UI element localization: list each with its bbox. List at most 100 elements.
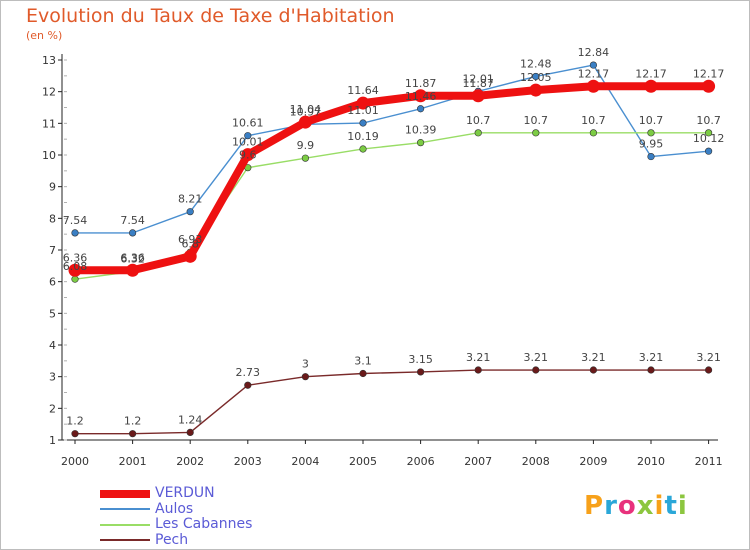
data-label-les-cabannes: 10.7 bbox=[696, 114, 721, 127]
y-tick-label: 8 bbox=[49, 212, 56, 225]
logo-letter: i bbox=[654, 491, 665, 521]
data-label-pech: 3.21 bbox=[639, 351, 664, 364]
data-point-pech bbox=[359, 369, 367, 378]
data-point-verdun bbox=[644, 79, 658, 93]
legend-swatch bbox=[100, 508, 150, 511]
data-point-les-cabannes bbox=[474, 129, 482, 137]
y-tick-label: 12 bbox=[42, 86, 56, 99]
logo-letter: o bbox=[617, 491, 637, 521]
data-point-pech bbox=[244, 381, 252, 389]
data-point-les-cabannes bbox=[704, 129, 713, 137]
y-tick-label: 9 bbox=[49, 181, 56, 194]
data-point-aulos bbox=[359, 119, 367, 127]
data-point-verdun bbox=[241, 148, 255, 162]
data-point-pech bbox=[647, 366, 655, 374]
data-label-aulos: 12.84 bbox=[578, 46, 610, 59]
x-tick-label: 2005 bbox=[349, 455, 377, 468]
data-label-pech: 1.24 bbox=[178, 413, 203, 426]
legend-item-pech: Pech bbox=[100, 531, 252, 549]
logo-letter: t bbox=[664, 491, 678, 521]
y-tick-label: 13 bbox=[42, 54, 56, 67]
data-label-aulos: 10.97 bbox=[290, 105, 322, 118]
legend-label: VERDUN bbox=[155, 485, 215, 502]
y-tick-label: 7 bbox=[49, 244, 56, 257]
data-point-verdun bbox=[414, 89, 428, 103]
data-point-aulos bbox=[417, 105, 425, 113]
data-labels: 7.54 7.54 8.21 10.61 10.97 11.01 11.46 12.01 12.… bbox=[63, 46, 725, 428]
data-point-aulos bbox=[129, 229, 137, 237]
proxiti-logo: Proxiti bbox=[584, 491, 688, 521]
data-point-verdun bbox=[586, 79, 600, 93]
x-tick-label: 2008 bbox=[522, 455, 550, 468]
data-label-verdun: 12.05 bbox=[520, 71, 552, 84]
data-label-aulos: 12.48 bbox=[520, 57, 552, 70]
logo-letter: x bbox=[636, 491, 655, 521]
data-point-verdun bbox=[356, 96, 370, 110]
data-label-les-cabannes: 10.7 bbox=[524, 114, 549, 127]
data-label-verdun: 12.17 bbox=[578, 67, 610, 80]
data-point-les-cabannes bbox=[647, 129, 655, 137]
y-tick-label: 5 bbox=[49, 307, 56, 320]
data-point-pech bbox=[71, 430, 79, 438]
y-tick-label: 2 bbox=[49, 402, 56, 415]
x-tick-label: 2002 bbox=[176, 455, 204, 468]
data-label-aulos: 10.61 bbox=[232, 117, 264, 130]
series-lines bbox=[68, 61, 716, 438]
data-point-verdun bbox=[471, 89, 485, 103]
data-point-les-cabannes bbox=[589, 129, 598, 137]
data-point-verdun bbox=[529, 83, 543, 97]
data-label-les-cabannes: 10.7 bbox=[581, 114, 606, 127]
logo-letter: r bbox=[604, 491, 618, 521]
data-label-pech: 2.73 bbox=[236, 366, 261, 379]
data-label-aulos: 10.12 bbox=[693, 132, 725, 145]
legend-item-les-cabannes: Les Cabannes bbox=[100, 517, 252, 533]
data-point-aulos bbox=[71, 229, 79, 237]
data-label-pech: 3.1 bbox=[354, 355, 372, 368]
data-point-pech bbox=[474, 366, 482, 374]
data-label-pech: 3.21 bbox=[524, 351, 549, 364]
data-point-aulos bbox=[186, 208, 194, 216]
y-tick-label: 4 bbox=[49, 339, 56, 352]
legend-label: Pech bbox=[155, 531, 189, 548]
data-point-les-cabannes bbox=[359, 145, 367, 153]
data-point-verdun bbox=[68, 263, 82, 277]
data-label-pech: 3.21 bbox=[581, 351, 606, 364]
data-point-verdun bbox=[702, 79, 716, 93]
legend: VERDUN Aulos Les Cabannes Pech bbox=[100, 486, 252, 548]
data-point-aulos bbox=[589, 61, 598, 69]
data-point-les-cabannes bbox=[532, 129, 540, 137]
legend-swatch bbox=[100, 523, 150, 526]
data-label-aulos: 7.54 bbox=[63, 214, 88, 227]
data-point-aulos bbox=[532, 72, 540, 81]
data-label-pech: 3.21 bbox=[696, 351, 721, 364]
x-tick-label: 2001 bbox=[119, 455, 147, 468]
x-tick-label: 2006 bbox=[407, 455, 435, 468]
x-tick-label: 2004 bbox=[291, 455, 319, 468]
data-point-pech bbox=[704, 366, 713, 374]
x-tick-label: 2003 bbox=[234, 455, 262, 468]
data-label-verdun: 12.17 bbox=[693, 67, 725, 80]
x-tick-label: 2000 bbox=[61, 455, 89, 468]
legend-label: Aulos bbox=[155, 500, 194, 517]
data-point-aulos bbox=[704, 147, 713, 155]
legend-item-aulos: Aulos bbox=[100, 500, 252, 518]
data-label-aulos: 7.54 bbox=[120, 214, 145, 227]
chart-subtitle: (en %) bbox=[26, 29, 63, 42]
x-tick-label: 2007 bbox=[464, 455, 492, 468]
data-label-aulos: 11.46 bbox=[405, 90, 437, 103]
data-point-les-cabannes bbox=[71, 275, 79, 283]
y-tick-label: 11 bbox=[42, 117, 56, 130]
data-label-les-cabannes: 6.93 bbox=[178, 233, 203, 246]
data-point-aulos bbox=[647, 152, 655, 161]
legend-swatch bbox=[100, 489, 150, 498]
data-point-verdun bbox=[183, 249, 197, 263]
data-label-pech: 3.21 bbox=[466, 351, 491, 364]
data-point-verdun bbox=[126, 263, 140, 277]
data-label-aulos: 9.95 bbox=[639, 138, 664, 151]
data-label-verdun: 11.87 bbox=[462, 77, 494, 90]
data-label-verdun: 11.87 bbox=[405, 77, 437, 90]
logo-letter: P bbox=[584, 491, 605, 521]
data-label-pech: 3 bbox=[302, 358, 309, 371]
